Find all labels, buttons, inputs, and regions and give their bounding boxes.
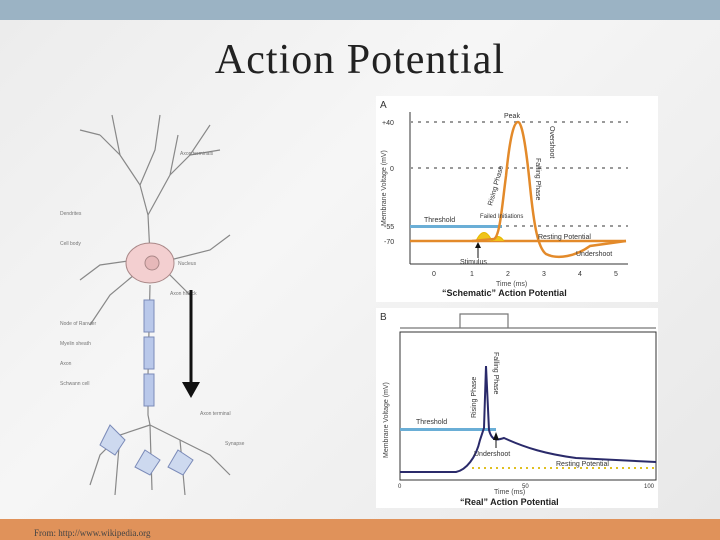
panel-a-caption: “Schematic” Action Potential xyxy=(442,288,567,298)
svg-text:Node of Ranvier: Node of Ranvier xyxy=(60,321,96,327)
svg-text:Schwann cell: Schwann cell xyxy=(60,381,89,387)
panel-b-caption: “Real” Action Potential xyxy=(460,497,559,507)
panel-a-stimulus-label: Stimulus xyxy=(460,259,487,266)
panel-b-letter: B xyxy=(380,312,387,323)
panel-a-undershoot-label: Undershoot xyxy=(576,251,612,258)
svg-text:Axon terminal: Axon terminal xyxy=(200,411,231,417)
panel-a-falling-label: Falling Phase xyxy=(534,158,541,201)
panel-b-ylabel: Membrane Voltage (mV) xyxy=(383,382,390,458)
panel-a-xtick-0: 0 xyxy=(432,271,436,278)
panel-a-overshoot-label: Overshoot xyxy=(548,126,555,158)
panel-a-xtick-3: 3 xyxy=(542,271,546,278)
svg-text:Dendrites: Dendrites xyxy=(60,211,82,217)
panel-b-resting-label: Resting Potential xyxy=(556,461,609,468)
top-band xyxy=(0,0,720,20)
panel-a-resting-label: Resting Potential xyxy=(538,234,591,241)
schematic-action-potential-chart: A Membrane Voltage (mV) +40 0 -55 -70 Th… xyxy=(376,96,658,302)
neuron-diagram: Axon terminals Dendrites Nucleus Cell bo… xyxy=(60,114,245,496)
svg-text:Cell body: Cell body xyxy=(60,241,81,247)
panel-a-ylabel: Membrane Voltage (mV) xyxy=(381,150,388,226)
panel-a-letter: A xyxy=(380,100,387,111)
svg-text:Axon: Axon xyxy=(60,361,72,367)
panel-a-peak-label: Peak xyxy=(504,113,520,120)
panel-a-xtick-2: 2 xyxy=(506,271,510,278)
panel-b-undershoot-label: Undershoot xyxy=(474,451,510,458)
panel-b-rising-label: Rising Phase xyxy=(471,377,478,418)
bottom-band xyxy=(0,519,720,540)
svg-text:Synapse: Synapse xyxy=(225,441,245,447)
panel-b-threshold-label: Threshold xyxy=(416,419,447,426)
slide-title: Action Potential xyxy=(214,37,506,83)
panel-a-failed-label: Failed Initiations xyxy=(480,214,523,220)
panel-a-ytick-55: -55 xyxy=(384,224,394,231)
down-arrow-icon xyxy=(182,290,200,398)
panel-a-ytick-70: -70 xyxy=(384,239,394,246)
panel-a-ytick-40: +40 xyxy=(382,120,394,127)
svg-text:Axon terminals: Axon terminals xyxy=(180,151,214,157)
svg-text:Axon hillock: Axon hillock xyxy=(170,291,197,297)
source-credit: From: http://www.wikipedia.org xyxy=(34,528,151,538)
panel-b-xtick-50: 50 xyxy=(522,484,529,490)
real-action-potential-chart: B Membrane Voltage (mV) Threshold Rising… xyxy=(376,308,658,508)
panel-b-falling-label: Falling Phase xyxy=(492,352,499,395)
panel-a-xtick-1: 1 xyxy=(470,271,474,278)
panel-a-threshold-label: Threshold xyxy=(424,217,455,224)
panel-b-xlabel: Time (ms) xyxy=(494,489,525,496)
panel-b-xtick-0: 0 xyxy=(398,484,402,490)
panel-b-xtick-100: 100 xyxy=(644,484,655,490)
panel-a-xtick-5: 5 xyxy=(614,271,618,278)
panel-a-xtick-4: 4 xyxy=(578,271,582,278)
panel-a-xlabel: Time (ms) xyxy=(496,281,527,288)
svg-text:Myelin sheath: Myelin sheath xyxy=(60,341,91,347)
svg-text:Nucleus: Nucleus xyxy=(178,261,197,267)
panel-a-ytick-0: 0 xyxy=(390,166,394,173)
